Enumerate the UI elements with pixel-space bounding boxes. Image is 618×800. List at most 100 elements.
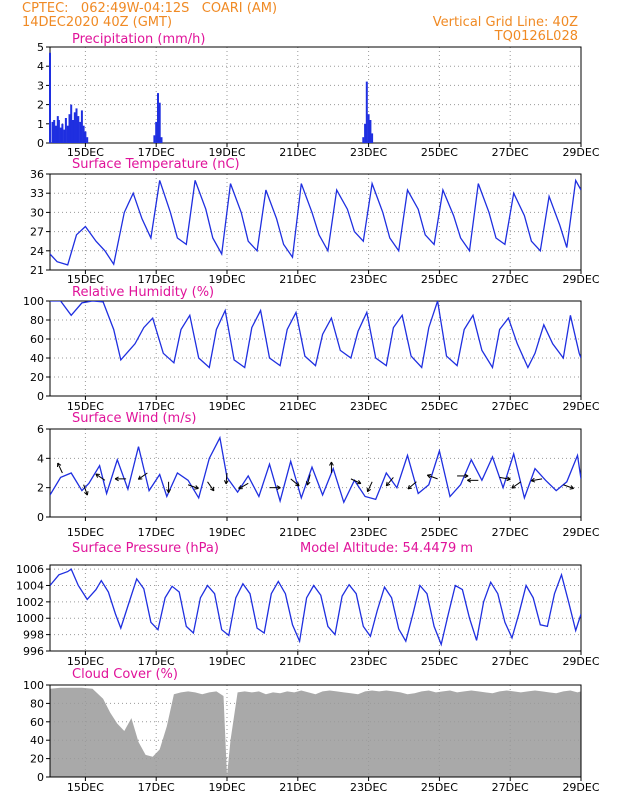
precipitation-bar-2 xyxy=(53,120,56,143)
wind-arrow-11 xyxy=(290,478,300,487)
humidity-line xyxy=(50,301,581,370)
temperature-panel: 21 24 27 30 33 36 15DEC 17DEC 19DEC 21DEC 23DEC 25D… xyxy=(30,157,600,286)
pressure-frame xyxy=(49,564,582,652)
precipitation-ytick-label-4: 4 xyxy=(37,60,44,73)
wind-xtick-label-1: 17DEC xyxy=(138,526,175,539)
humidity-ytick-label-3: 60 xyxy=(30,333,44,346)
temperature-xtick-label-2: 19DEC xyxy=(208,273,245,286)
wind-arrow-head-b-23 xyxy=(531,480,536,483)
wind-xtick-label-0: 15DEC xyxy=(67,526,104,539)
wind-arrow-head-b-13 xyxy=(329,461,332,466)
temperature-ytick-label-1: 24 xyxy=(30,245,44,258)
cloud-cover-xtick-label-0: 15DEC xyxy=(67,781,104,794)
humidity-ytick-label-4: 80 xyxy=(30,314,44,327)
wind-arrow-shaft-14 xyxy=(350,478,362,484)
temperature-xtick-label-3: 21DEC xyxy=(279,273,316,286)
temperature-xtick-label-0: 15DEC xyxy=(67,273,104,286)
wind-arrow-shaft-18 xyxy=(427,474,438,480)
pressure-xtick-label-5: 25DEC xyxy=(421,655,458,668)
wind-arrow-18 xyxy=(426,474,438,480)
humidity-panel: 0 20 40 60 80 100 15DEC 17DEC 19DEC 21DEC 23DEC 25D… xyxy=(23,285,600,413)
precipitation-bar-4 xyxy=(56,116,59,143)
precipitation-bar-20 xyxy=(84,131,87,143)
wind-arrow-head-a-19 xyxy=(464,475,469,479)
precipitation-bar-11 xyxy=(68,114,71,143)
wind-arrow-head-a-22 xyxy=(511,484,515,489)
pressure-ytick-label-3: 1002 xyxy=(16,596,44,609)
precipitation-ytick-label-1: 1 xyxy=(37,118,44,131)
humidity-xtick-label-7: 29DEC xyxy=(562,400,599,413)
wind-arrow-head-a-10 xyxy=(276,487,281,491)
wind-arrow-head-a-12 xyxy=(305,481,308,486)
pressure-panel: 996 998 1000 1002 1004 1006 15DEC 17DEC 19DEC 21D… xyxy=(16,541,600,668)
wind-arrow-head-b-16 xyxy=(386,483,391,487)
wind-arrow-23 xyxy=(530,477,543,483)
pressure-xtick-label-2: 19DEC xyxy=(208,655,245,668)
cloud-cover-ytick-label-0: 0 xyxy=(37,771,44,784)
wind-arrow-shaft-21 xyxy=(499,476,511,480)
wind-arrow-head-a-13 xyxy=(330,461,334,466)
temperature-xtick-label-5: 25DEC xyxy=(421,273,458,286)
precipitation-bar-18 xyxy=(80,110,83,143)
pressure-xtick-label-3: 21DEC xyxy=(279,655,316,668)
wind-arrow-head-b-1 xyxy=(86,491,89,496)
temperature-ytick-label-5: 36 xyxy=(30,168,44,181)
wind-arrow-head-b-14 xyxy=(358,479,362,484)
temperature-line xyxy=(50,178,581,266)
wind-arrow-2 xyxy=(95,473,106,481)
wind-arrow-1 xyxy=(83,484,89,496)
precipitation-bar-28 xyxy=(364,123,367,143)
wind-arrow-22 xyxy=(511,481,522,489)
precipitation-bar-30 xyxy=(367,114,370,143)
wind-xtick-label-4: 23DEC xyxy=(350,526,387,539)
precipitation-bar-6 xyxy=(59,127,62,143)
temperature-ytick-label-3: 30 xyxy=(30,206,44,219)
wind-arrow-head-a-6 xyxy=(194,488,199,490)
wind-arrow-8 xyxy=(223,472,229,485)
wind-arrow-shaft-23 xyxy=(531,478,543,482)
wind-arrow-shaft-17 xyxy=(407,481,417,490)
wind-arrow-4 xyxy=(137,472,148,480)
precipitation-bar-27 xyxy=(362,137,365,143)
wind-arrow-21 xyxy=(499,476,511,482)
wind-arrow-head-a-5 xyxy=(166,489,170,494)
wind-arrow-9 xyxy=(238,482,249,490)
wind-arrow-0 xyxy=(56,462,63,474)
cloud-cover-xtick-label-3: 21DEC xyxy=(279,781,316,794)
wind-ytick-label-1: 2 xyxy=(37,482,44,495)
wind-arrow-shaft-22 xyxy=(511,481,522,489)
wind-arrow-head-b-18 xyxy=(426,474,431,479)
pressure-annotation: Model Altitude: 54.4479 m xyxy=(300,541,473,556)
cloud-cover-xtick-label-2: 19DEC xyxy=(208,781,245,794)
cloud-cover-xtick-label-6: 27DEC xyxy=(492,781,529,794)
cloud-cover-ytick-label-2: 40 xyxy=(30,734,44,747)
wind-ytick-label-3: 6 xyxy=(37,423,44,436)
wind-arrow-head-a-1 xyxy=(84,492,88,496)
wind-arrow-shaft-8 xyxy=(225,472,228,485)
wind-arrow-head-b-8 xyxy=(225,480,229,485)
wind-arrow-head-a-3 xyxy=(114,476,119,480)
wind-arrow-head-a-11 xyxy=(295,484,300,487)
wind-xtick-label-5: 25DEC xyxy=(421,526,458,539)
precipitation-bar-14 xyxy=(73,112,76,143)
pressure-ytick-label-4: 1004 xyxy=(16,579,44,592)
wind-frame xyxy=(49,428,582,518)
pressure-line xyxy=(50,568,581,647)
wind-arrow-head-b-20 xyxy=(467,479,472,483)
precipitation-ytick-label-5: 5 xyxy=(37,41,44,54)
precipitation-title: Precipitation (mm/h) xyxy=(72,32,205,47)
wind-arrow-head-b-21 xyxy=(506,476,511,480)
pressure-ytick-label-5: 1006 xyxy=(16,563,44,576)
wind-arrow-13 xyxy=(329,461,334,473)
humidity-ytick-label-0: 0 xyxy=(37,390,44,403)
humidity-xtick-label-1: 17DEC xyxy=(138,400,175,413)
humidity-title: Relative Humidity (%) xyxy=(72,285,214,300)
precipitation-bar-9 xyxy=(64,118,67,143)
wind-arrow-head-b-6 xyxy=(195,485,199,489)
wind-arrow-head-a-18 xyxy=(427,474,432,476)
precipitation-bar-12 xyxy=(70,104,73,143)
precipitation-bar-19 xyxy=(82,125,85,143)
precipitation-bar-31 xyxy=(369,120,372,143)
precipitation-bar-7 xyxy=(61,123,64,143)
wind-panel: 0 2 4 6 15DEC 17DEC 19DEC 21DEC 23DEC 25DEC 27DEC 2… xyxy=(37,411,600,539)
